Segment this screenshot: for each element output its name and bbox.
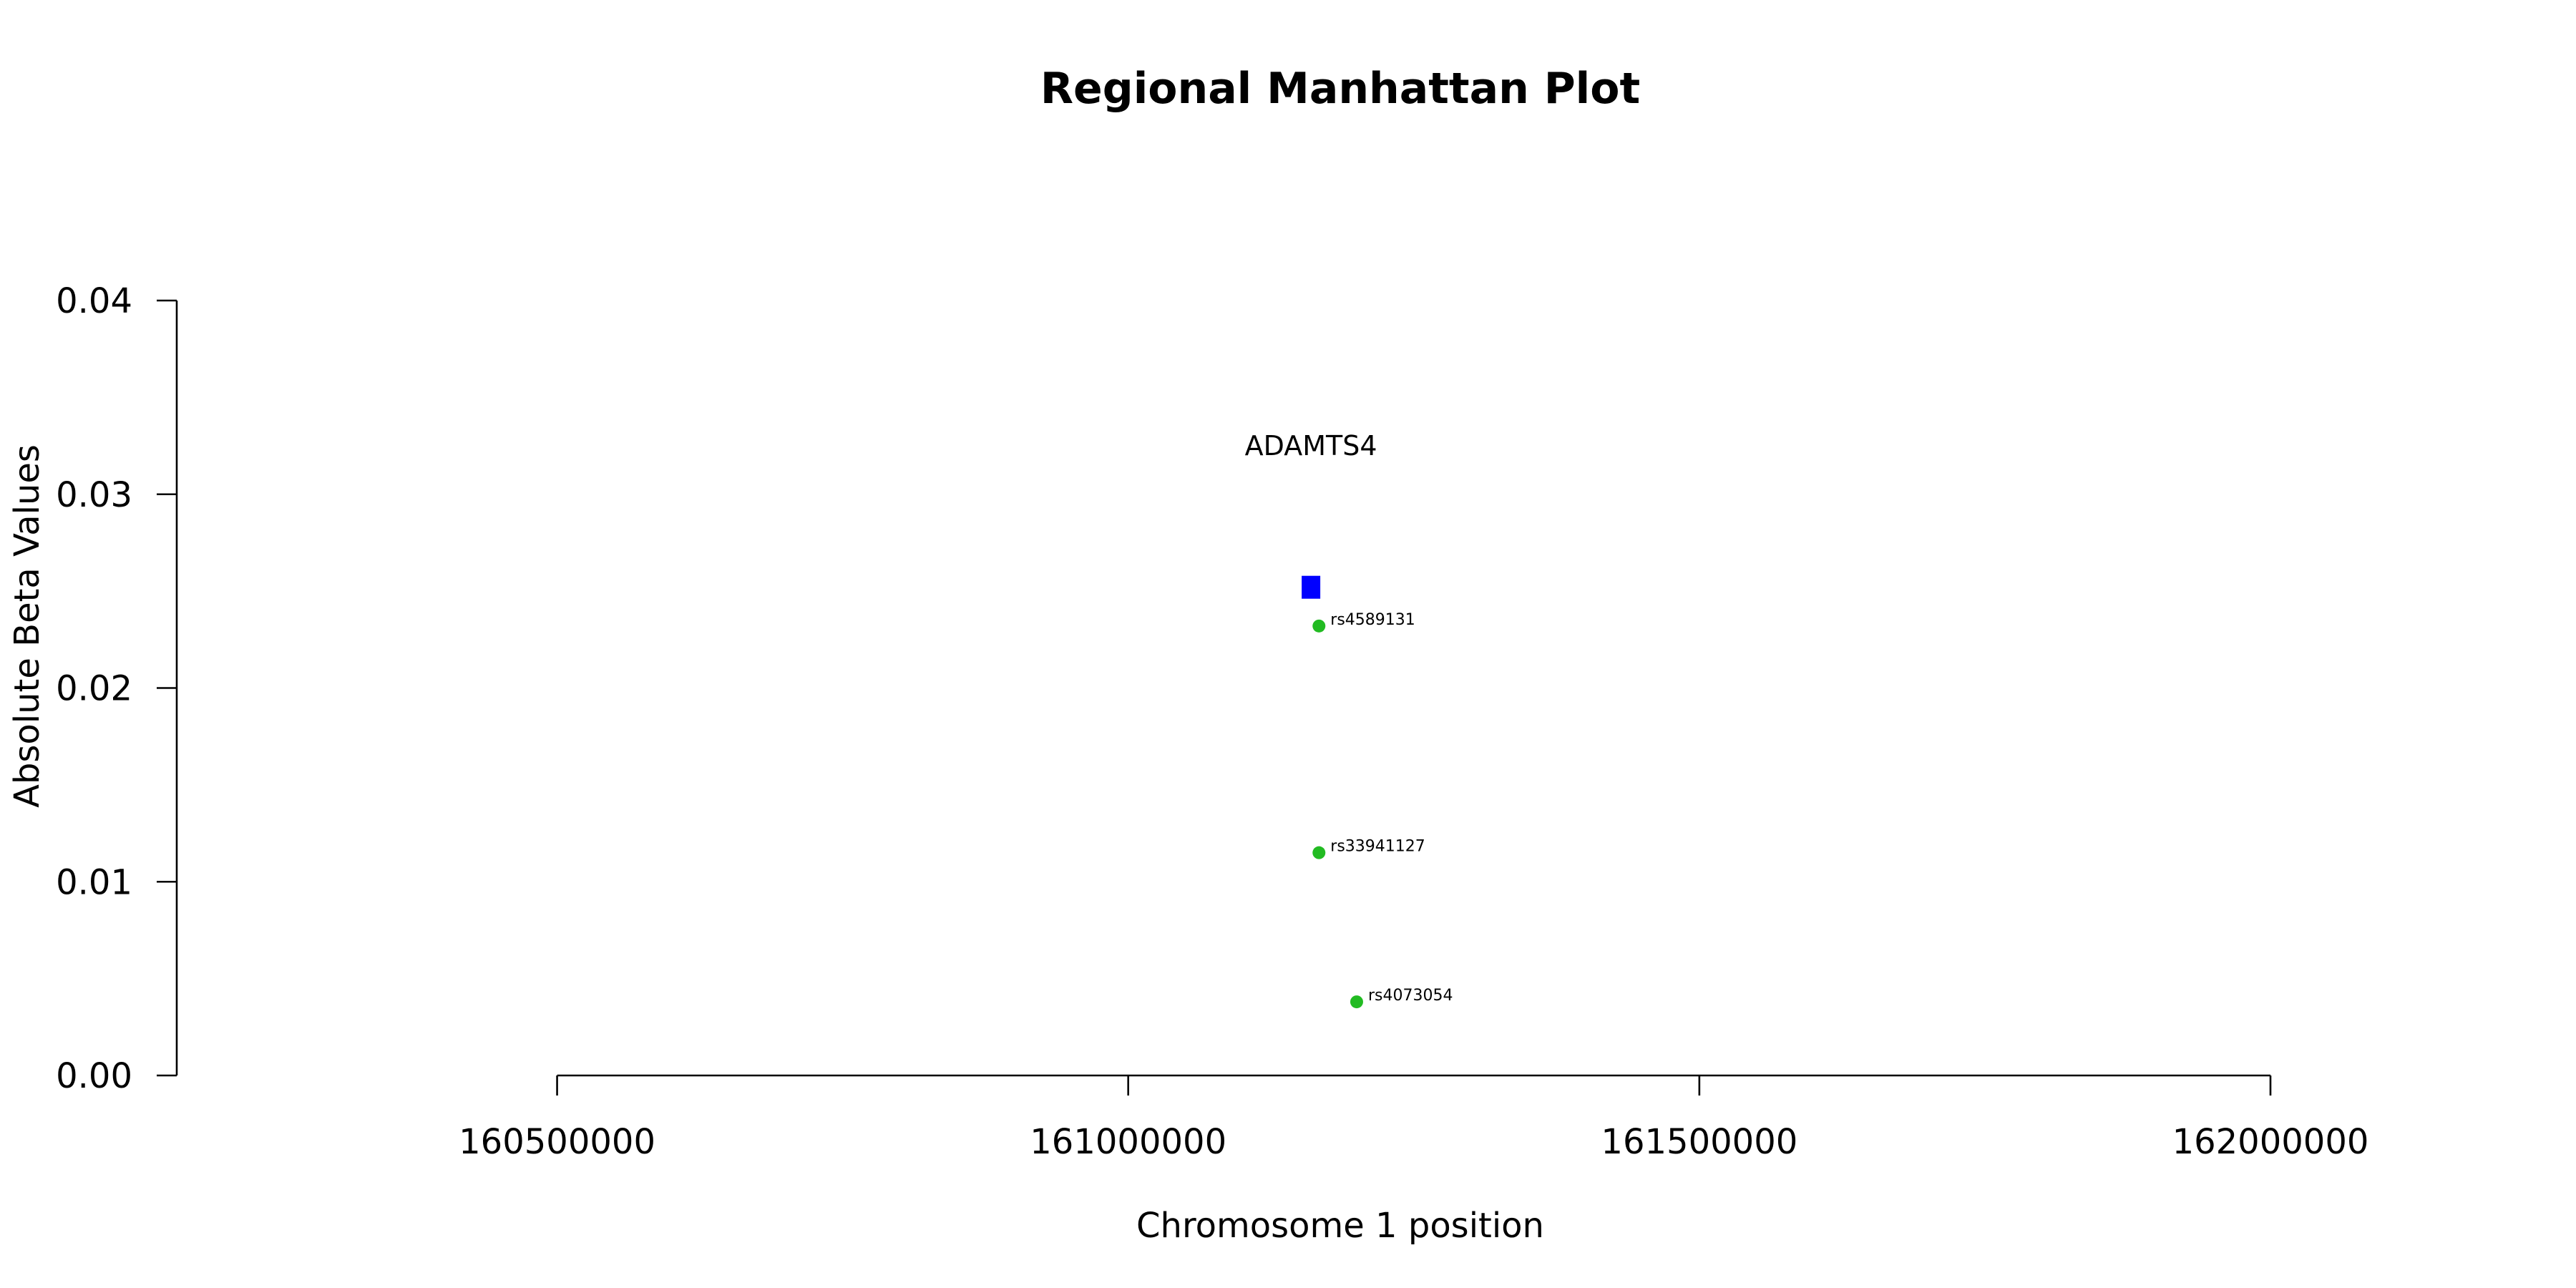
y-tick-label: 0.00	[56, 1056, 132, 1096]
y-tick-label: 0.03	[56, 475, 132, 515]
y-tick-label: 0.02	[56, 669, 132, 709]
snp-label: rs33941127	[1330, 838, 1425, 856]
x-tick-label: 162000000	[2172, 1122, 2369, 1162]
y-tick-label: 0.01	[56, 862, 132, 902]
snp-point	[1312, 846, 1326, 859]
snp-point	[1350, 995, 1363, 1009]
gene-marker	[1302, 575, 1321, 599]
y-axis-title: Absolute Beta Values	[7, 444, 47, 808]
chart-title: Regional Manhattan Plot	[1040, 64, 1640, 114]
x-tick-label: 160500000	[459, 1122, 655, 1162]
x-tick-label: 161500000	[1601, 1122, 1797, 1162]
y-axis: 0.00 0.01 0.02 0.03 0.04	[56, 281, 178, 1096]
snp-point	[1312, 619, 1326, 633]
y-tick-label: 0.04	[56, 281, 132, 321]
plot-area: ADAMTS4 rs4589131 rs33941127 rs4073054	[1245, 430, 1453, 1009]
snp-label: rs4589131	[1330, 611, 1415, 629]
x-axis-title: Chromosome 1 position	[1136, 1206, 1544, 1246]
snp-label: rs4073054	[1368, 987, 1453, 1005]
x-axis: 160500000 161000000 161500000 162000000	[459, 1074, 2369, 1162]
gene-label: ADAMTS4	[1245, 430, 1377, 462]
x-tick-label: 161000000	[1030, 1122, 1226, 1162]
